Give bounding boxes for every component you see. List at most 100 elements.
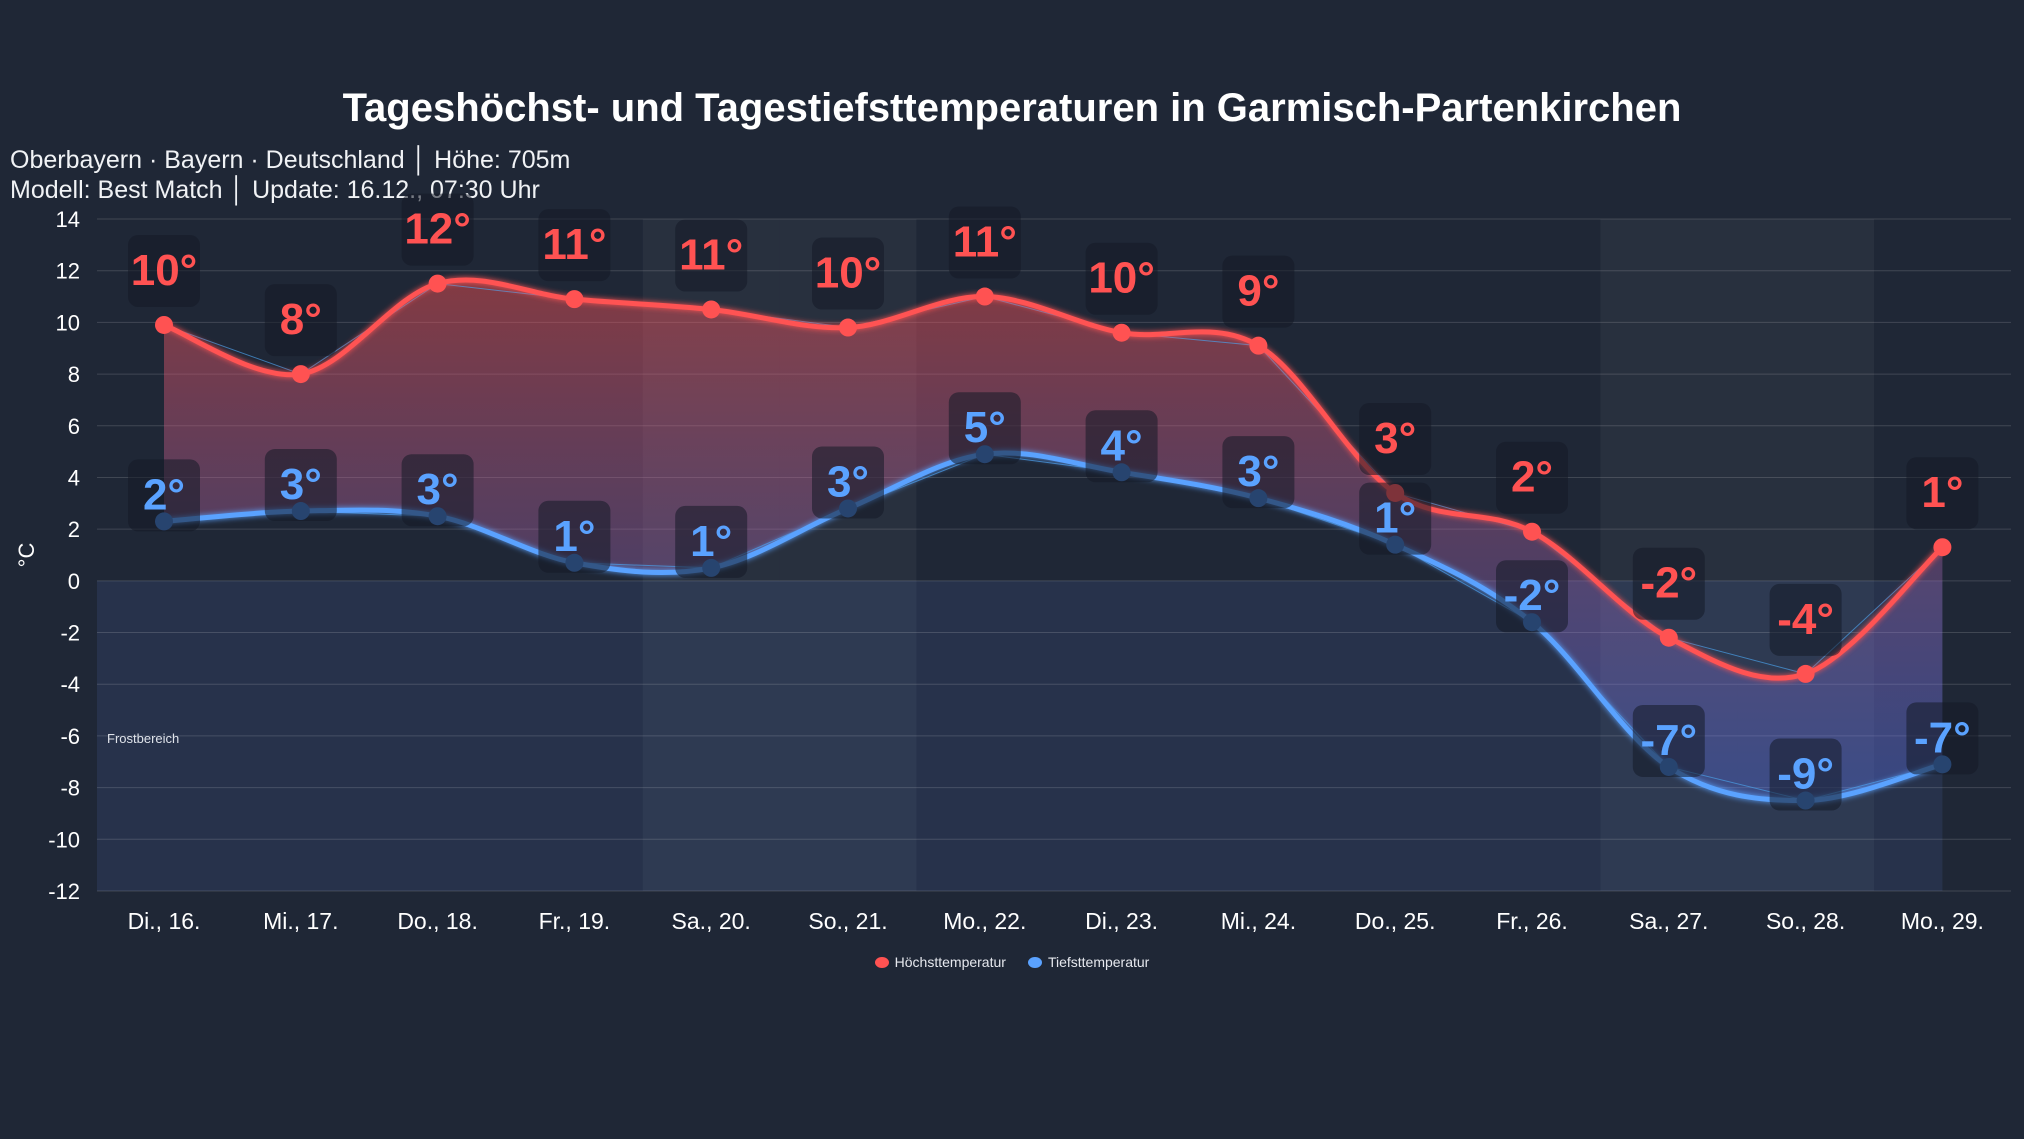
data-point-high <box>839 318 857 337</box>
value-label-box <box>1359 402 1432 475</box>
series-raw-line <box>163 283 1943 675</box>
value-label-high: -4° <box>1777 595 1834 644</box>
data-point-high <box>428 274 447 293</box>
value-label-high: 11° <box>679 230 743 279</box>
value-label-low: -7° <box>1914 713 1971 762</box>
x-tick-label: So., 28. <box>1766 908 1845 934</box>
data-point-high <box>1112 323 1131 342</box>
value-label-box <box>264 449 337 522</box>
value-label-low: 3° <box>827 457 869 506</box>
value-label-box <box>538 500 611 573</box>
y-axis-label: °C <box>14 543 39 568</box>
value-label-high: 2° <box>1511 453 1553 502</box>
value-label-box <box>1769 583 1842 656</box>
value-label-high: 3° <box>1374 414 1416 463</box>
x-tick-label: Sa., 27. <box>1629 908 1708 934</box>
value-label-high: 10° <box>815 249 882 298</box>
x-tick-label: So., 21. <box>808 908 887 934</box>
range-fill <box>164 280 1943 801</box>
x-tick-label: Di., 23. <box>1085 908 1158 934</box>
value-label-low: 1° <box>690 517 732 566</box>
series-line-high <box>163 277 1945 681</box>
value-label-box <box>401 454 474 527</box>
value-label-high: -2° <box>1640 559 1697 608</box>
y-tick-label: 12 <box>56 259 80 284</box>
value-label-box <box>1496 441 1568 514</box>
value-label-box <box>1906 457 1979 530</box>
x-tick-label: Mi., 24. <box>1221 908 1296 934</box>
value-label-box <box>1632 704 1705 777</box>
x-tick-label: Sa., 20. <box>672 908 751 934</box>
value-label-low: 1° <box>553 512 595 561</box>
data-point-high <box>1523 522 1541 541</box>
value-label-box <box>1085 242 1158 315</box>
value-label-box <box>948 392 1021 465</box>
y-tick-label: 2 <box>68 517 80 542</box>
value-label-high: 1° <box>1921 468 1963 517</box>
data-point-high <box>1659 628 1678 647</box>
chart-subtitle-location: Oberbayern · Bayern · Deutschland │ Höhe… <box>10 146 571 174</box>
value-label-box <box>128 459 200 532</box>
data-point-high <box>155 315 173 334</box>
y-tick-label: -12 <box>48 879 80 904</box>
legend: Höchsttemperatur Tiefsttemperatur <box>0 954 2024 970</box>
legend-marker-low <box>1027 956 1042 968</box>
value-label-box <box>675 505 748 578</box>
legend-label-high: Höchsttemperatur <box>894 954 1006 970</box>
data-point-high <box>1933 538 1952 557</box>
y-tick-label: 0 <box>68 569 80 594</box>
x-tick-label: Fr., 26. <box>1496 908 1568 934</box>
chart-title: Tageshöchst- und Tagestiefsttemperaturen… <box>342 86 1682 130</box>
value-label-box <box>812 237 884 310</box>
x-tick-label: Do., 18. <box>397 908 478 934</box>
value-label-box <box>1359 482 1432 555</box>
value-label-low: 2° <box>143 470 185 519</box>
x-tick-label: Di., 16. <box>128 908 201 934</box>
y-tick-label: 8 <box>68 362 80 387</box>
value-label-box <box>1632 547 1705 620</box>
legend-item-low[interactable]: Tiefsttemperatur <box>1027 954 1149 970</box>
value-label-box <box>1906 702 1979 775</box>
x-tick-label: Mo., 29. <box>1901 908 1984 934</box>
x-tick-label: Mo., 22. <box>943 908 1026 934</box>
value-label-box <box>1085 410 1158 483</box>
value-label-box <box>1496 560 1568 633</box>
y-tick-label: -8 <box>60 776 80 801</box>
value-label-high: 11° <box>953 218 1017 267</box>
legend-item-high[interactable]: Höchsttemperatur <box>874 954 1006 970</box>
y-tick-label: -2 <box>60 621 80 646</box>
value-label-low: 4° <box>1101 421 1143 470</box>
data-point-high <box>565 290 584 309</box>
value-label-box <box>675 219 748 292</box>
value-label-high: 11° <box>542 220 606 269</box>
value-label-low: 3° <box>417 465 459 514</box>
value-label-low: 5° <box>964 403 1006 452</box>
value-label-high: 10° <box>131 246 198 295</box>
data-point-high <box>702 300 721 319</box>
data-point-high <box>1249 336 1268 355</box>
data-point-high <box>975 287 994 306</box>
frost-zone-label: Frostbereich <box>107 731 179 746</box>
x-tick-label: Do., 25. <box>1355 908 1436 934</box>
value-label-high: 8° <box>280 295 322 344</box>
value-label-box <box>1769 738 1842 811</box>
value-label-box <box>538 209 611 282</box>
y-tick-label: -6 <box>60 724 80 749</box>
value-label-low: -9° <box>1777 750 1834 799</box>
y-tick-label: 10 <box>56 310 80 335</box>
y-tick-label: 14 <box>56 207 80 232</box>
value-label-low: -7° <box>1640 716 1697 765</box>
value-label-high: 10° <box>1088 254 1155 303</box>
value-label-box <box>812 446 884 519</box>
value-label-low: -2° <box>1504 571 1561 620</box>
value-label-box <box>264 284 337 357</box>
value-label-box <box>1222 436 1295 509</box>
y-tick-label: 6 <box>68 414 80 439</box>
value-label-low: 3° <box>280 460 322 509</box>
value-label-high: 12° <box>404 205 471 254</box>
x-tick-label: Mi., 17. <box>263 908 338 934</box>
x-tick-label: Fr., 19. <box>539 908 611 934</box>
value-label-high: 9° <box>1237 267 1279 316</box>
y-tick-label: -10 <box>48 827 80 852</box>
